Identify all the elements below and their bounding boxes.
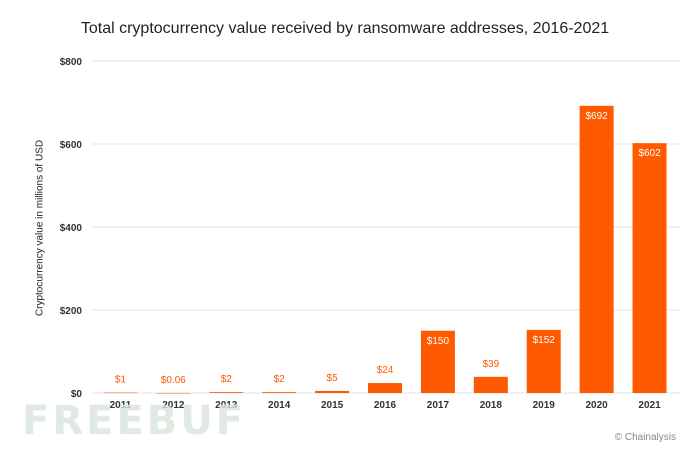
x-tick-label: 2015 — [321, 400, 344, 411]
bar-2015 — [315, 390, 350, 393]
x-tick-label: 2021 — [638, 400, 661, 411]
bar-2012 — [156, 392, 191, 394]
x-tick-label: 2012 — [162, 400, 185, 411]
y-tick-label: $0 — [71, 389, 83, 400]
bar-2019 — [526, 329, 561, 393]
bar-2011 — [103, 392, 138, 394]
x-tick-label: 2016 — [374, 400, 397, 411]
data-label-2014: $2 — [274, 374, 286, 385]
data-label-2011: $1 — [115, 375, 127, 386]
data-label-2017: $150 — [427, 336, 450, 347]
chart-title: Total cryptocurrency value received by r… — [80, 20, 610, 37]
bar-2013 — [209, 392, 244, 393]
data-label-2015: $5 — [327, 373, 339, 384]
x-tick-label: 2013 — [215, 400, 238, 411]
y-tick-label: $400 — [60, 223, 83, 234]
bar-2016 — [368, 383, 402, 393]
bar-2020 — [579, 105, 614, 393]
data-label-2018: $39 — [482, 359, 499, 370]
data-label-2012: $0.06 — [161, 375, 186, 386]
bar-2021 — [632, 143, 667, 393]
x-tick-label: 2014 — [268, 400, 291, 411]
y-tick-label: $600 — [60, 140, 83, 151]
y-tick-label: $800 — [60, 57, 83, 68]
x-tick-label: 2018 — [480, 400, 503, 411]
bar-2014 — [262, 392, 297, 393]
source-credit: © Chainalysis — [614, 432, 676, 443]
bar-2018 — [473, 376, 508, 393]
x-tick-label: 2017 — [427, 400, 450, 411]
data-label-2021: $602 — [638, 148, 661, 159]
data-label-2016: $24 — [377, 365, 394, 376]
data-label-2020: $692 — [586, 111, 609, 122]
data-label-2013: $2 — [221, 374, 233, 385]
watermark-logo: FREEBUF — [22, 398, 247, 444]
bar-2017 — [420, 330, 455, 393]
x-tick-label: 2019 — [533, 400, 556, 411]
x-tick-label: 2011 — [110, 400, 132, 411]
x-tick-label: 2020 — [586, 400, 609, 411]
y-tick-label: $200 — [60, 306, 83, 317]
data-label-2019: $152 — [533, 335, 556, 346]
